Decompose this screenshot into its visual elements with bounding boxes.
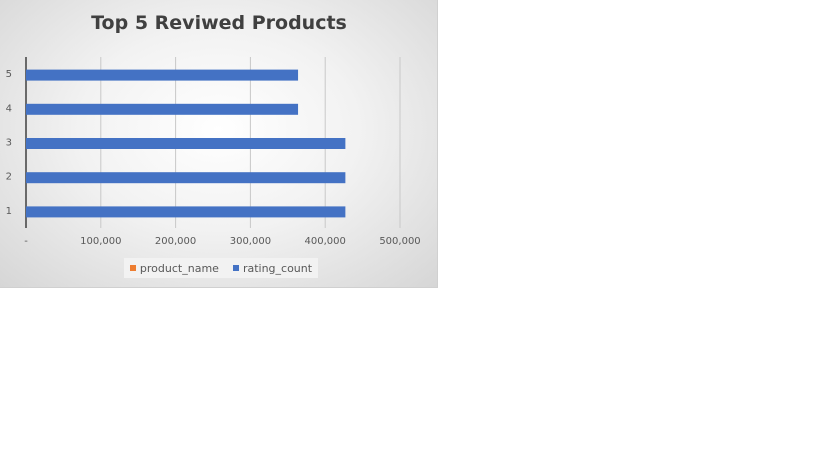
legend-label-product-name: product_name <box>139 261 219 275</box>
legend-swatch-product-name <box>129 265 136 271</box>
y-tick-label: 3 <box>6 138 12 149</box>
x-tick-label: 500,000 <box>379 236 420 247</box>
y-tick-label: 4 <box>6 103 12 114</box>
bar <box>26 69 299 81</box>
legend-item-product-name: product_name <box>129 261 219 275</box>
bar <box>26 206 346 218</box>
chart-title: Top 5 Reviwed Products <box>91 12 347 34</box>
y-tick-label: 1 <box>6 206 12 217</box>
x-tick-label: 200,000 <box>155 236 196 247</box>
y-tick-label: 2 <box>6 172 12 183</box>
x-tick-label: 300,000 <box>230 236 271 247</box>
bar <box>26 138 346 149</box>
y-tick-label: 5 <box>6 69 12 80</box>
legend-label-rating-count: rating_count <box>242 261 313 275</box>
legend-item-rating-count: rating_count <box>232 261 313 275</box>
plot-area: - 100,000 200,000 300,000 400,000 500,000 1 2 3 4… <box>6 57 421 247</box>
legend: product_name rating_count <box>124 258 318 278</box>
x-tick-label: 400,000 <box>305 236 346 247</box>
chart-area: Top 5 Reviwed Products - 100,000 200,000 30… <box>0 0 438 288</box>
x-tick-label: - <box>24 236 28 247</box>
bar <box>26 103 299 115</box>
bar <box>26 172 346 184</box>
x-tick-label: 100,000 <box>80 236 121 247</box>
legend-swatch-rating-count <box>232 265 239 271</box>
